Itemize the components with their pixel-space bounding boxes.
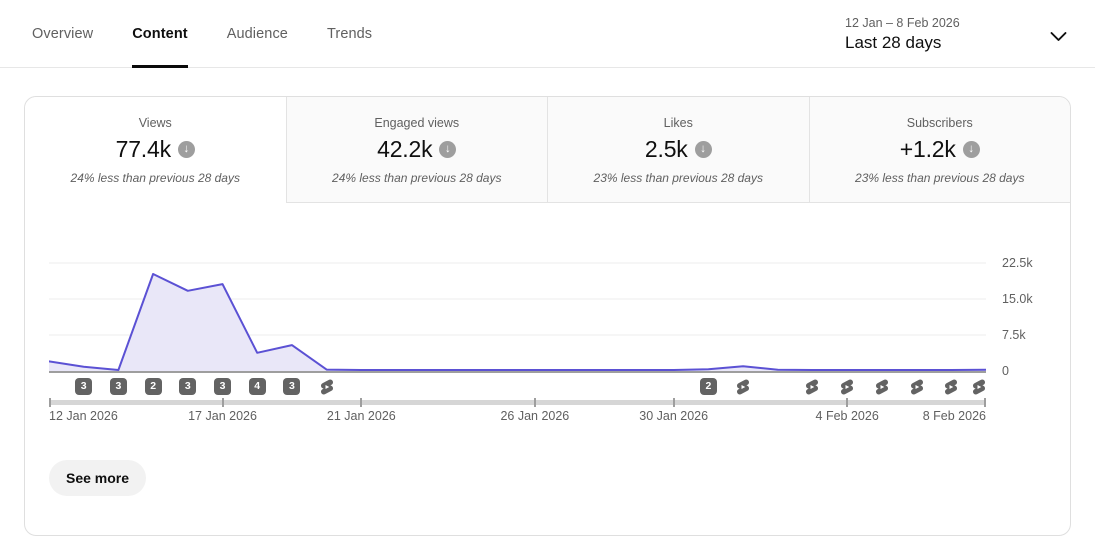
shorts-icon[interactable] xyxy=(734,378,752,396)
tab-content[interactable]: Content xyxy=(132,0,188,68)
y-axis-label: 15.0k xyxy=(1002,292,1033,306)
shorts-icon[interactable] xyxy=(942,378,960,396)
x-axis-label: 12 Jan 2026 xyxy=(49,409,118,423)
metric-card-views[interactable]: Views 77.4k ↓ 24% less than previous 28 … xyxy=(25,97,286,203)
arrow-down-circle-icon: ↓ xyxy=(177,141,195,158)
x-axis-tick xyxy=(360,398,363,407)
x-axis-tick xyxy=(221,398,224,407)
chevron-down-icon[interactable] xyxy=(1048,26,1069,47)
metric-value: 2.5k xyxy=(644,136,688,162)
metric-cards-row: Views 77.4k ↓ 24% less than previous 28 … xyxy=(25,97,1070,203)
x-axis-tick xyxy=(672,398,675,407)
shorts-icon[interactable] xyxy=(873,378,891,396)
views-area-fill xyxy=(49,274,986,371)
publish-count-badge[interactable]: 3 xyxy=(109,378,127,395)
publish-count-badge[interactable]: 3 xyxy=(179,378,197,395)
content-analytics-panel: Views 77.4k ↓ 24% less than previous 28 … xyxy=(24,96,1071,536)
metric-card-engaged-views[interactable]: Engaged views 42.2k ↓ 24% less than prev… xyxy=(285,97,547,203)
x-axis-tick xyxy=(533,398,536,407)
views-area-chart-svg xyxy=(49,262,986,373)
y-axis-label: 7.5k xyxy=(1002,328,1026,342)
metric-label: Likes xyxy=(663,116,693,130)
metric-card-likes[interactable]: Likes 2.5k ↓ 23% less than previous 28 d… xyxy=(547,97,809,203)
publish-count-badge[interactable]: 3 xyxy=(75,378,93,395)
shorts-icon[interactable] xyxy=(970,378,988,396)
date-range-preset: Last 28 days xyxy=(845,32,942,52)
analytics-tab-bar: Overview Content Audience Trends 12 Jan … xyxy=(0,0,1095,68)
date-range-text: 12 Jan – 8 Feb 2026 xyxy=(845,15,960,30)
x-axis-label: 26 Jan 2026 xyxy=(500,409,570,423)
publish-count-badge[interactable]: 3 xyxy=(283,378,301,395)
y-axis-label: 0 xyxy=(1002,364,1009,378)
metric-label: Views xyxy=(138,116,172,130)
metric-card-subscribers[interactable]: Subscribers +1.2k ↓ 23% less than previo… xyxy=(808,97,1070,203)
x-axis-label: 8 Feb 2026 xyxy=(922,409,986,423)
metric-delta: 23% less than previous 28 days xyxy=(855,171,1025,185)
arrow-down-circle-icon: ↓ xyxy=(694,141,712,158)
shorts-icon[interactable] xyxy=(838,378,856,396)
tab-audience[interactable]: Audience xyxy=(226,26,288,42)
tab-overview[interactable]: Overview xyxy=(32,26,94,42)
date-range-picker[interactable]: 12 Jan – 8 Feb 2026 Last 28 days xyxy=(845,0,960,68)
metric-value: 77.4k xyxy=(115,136,171,162)
metric-delta: 24% less than previous 28 days xyxy=(70,171,240,185)
publish-count-badge[interactable]: 2 xyxy=(144,378,162,395)
publish-count-badge[interactable]: 2 xyxy=(699,378,717,395)
tab-trends[interactable]: Trends xyxy=(326,26,373,42)
x-axis-tick xyxy=(49,398,51,407)
publish-count-badge[interactable]: 3 xyxy=(214,378,232,395)
arrow-down-circle-icon: ↓ xyxy=(439,141,457,158)
views-line xyxy=(49,273,986,371)
shorts-icon[interactable] xyxy=(803,378,821,396)
tabs: Overview Content Audience Trends xyxy=(0,0,1095,68)
shorts-icon[interactable] xyxy=(318,378,336,396)
x-axis-label: 30 Jan 2026 xyxy=(639,409,709,423)
x-axis-bar xyxy=(49,400,986,405)
x-axis-tick xyxy=(984,398,986,407)
y-axis-label: 22.5k xyxy=(1002,256,1033,270)
x-axis-label: 17 Jan 2026 xyxy=(188,409,257,423)
x-axis-label: 21 Jan 2026 xyxy=(326,409,396,423)
arrow-down-circle-icon: ↓ xyxy=(962,141,980,158)
metric-value: 42.2k xyxy=(377,136,433,162)
metric-value: +1.2k xyxy=(899,136,956,162)
publish-count-badge[interactable]: 4 xyxy=(248,378,266,395)
x-axis-tick xyxy=(846,398,849,407)
metric-delta: 24% less than previous 28 days xyxy=(332,171,502,185)
metric-delta: 23% less than previous 28 days xyxy=(593,171,763,185)
x-axis-label: 4 Feb 2026 xyxy=(815,409,879,423)
shorts-icon[interactable] xyxy=(908,378,926,396)
metric-label: Subscribers xyxy=(906,116,973,130)
see-more-button[interactable]: See more xyxy=(49,460,147,496)
metric-label: Engaged views xyxy=(374,116,460,130)
